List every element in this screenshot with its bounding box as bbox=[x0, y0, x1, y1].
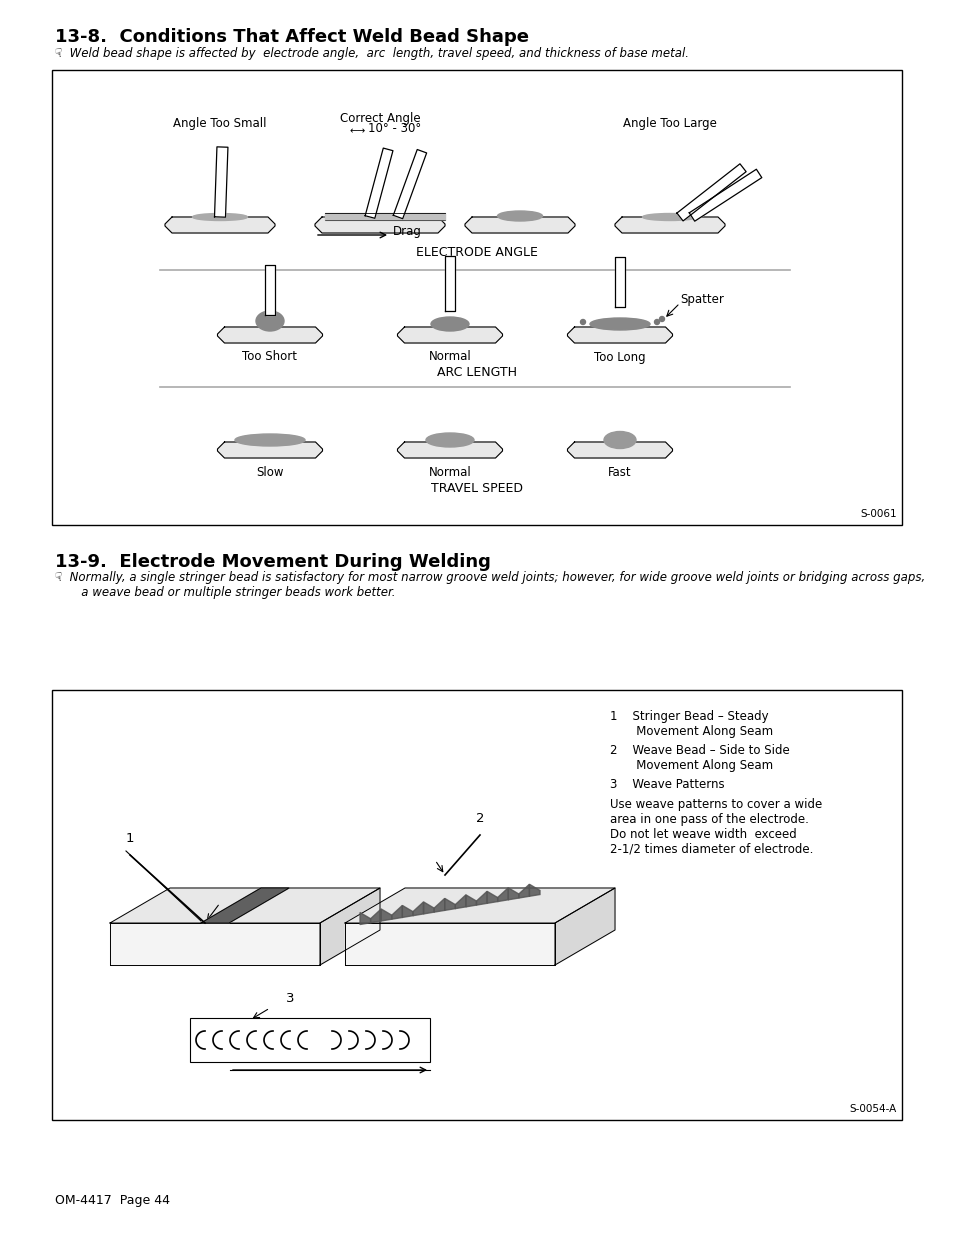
Text: Normal: Normal bbox=[428, 466, 471, 478]
Polygon shape bbox=[214, 147, 228, 217]
Text: Movement Along Seam: Movement Along Seam bbox=[609, 760, 772, 772]
Bar bbox=[52, 690, 901, 1120]
Polygon shape bbox=[518, 884, 529, 898]
Text: ☟  Weld bead shape is affected by  electrode angle,  arc  length, travel speed, : ☟ Weld bead shape is affected by electro… bbox=[55, 47, 688, 61]
Text: 10° - 30°: 10° - 30° bbox=[368, 122, 421, 135]
Polygon shape bbox=[615, 217, 724, 233]
Ellipse shape bbox=[426, 433, 474, 447]
Text: ARC LENGTH: ARC LENGTH bbox=[436, 367, 517, 379]
Polygon shape bbox=[265, 266, 274, 315]
Polygon shape bbox=[359, 913, 370, 925]
Text: Angle Too Large: Angle Too Large bbox=[622, 117, 717, 130]
Polygon shape bbox=[508, 888, 518, 900]
Text: 1: 1 bbox=[126, 832, 134, 845]
Text: ←→: ←→ bbox=[350, 126, 366, 136]
Text: Correct Angle: Correct Angle bbox=[339, 112, 420, 125]
Ellipse shape bbox=[641, 214, 697, 221]
Polygon shape bbox=[110, 888, 379, 923]
Polygon shape bbox=[393, 149, 426, 219]
Circle shape bbox=[659, 316, 664, 321]
Polygon shape bbox=[413, 902, 423, 915]
Text: Use weave patterns to cover a wide
area in one pass of the electrode.
Do not let: Use weave patterns to cover a wide area … bbox=[609, 798, 821, 856]
Polygon shape bbox=[476, 892, 487, 905]
Circle shape bbox=[654, 320, 659, 325]
Polygon shape bbox=[397, 327, 502, 343]
Text: ELECTRODE ANGLE: ELECTRODE ANGLE bbox=[416, 247, 537, 259]
Polygon shape bbox=[345, 888, 615, 923]
Text: 2    Weave Bead – Side to Side: 2 Weave Bead – Side to Side bbox=[609, 743, 789, 757]
Text: 2: 2 bbox=[476, 811, 484, 825]
Text: S-0061: S-0061 bbox=[860, 509, 896, 519]
Text: OM-4417  Page 44: OM-4417 Page 44 bbox=[55, 1194, 170, 1207]
Polygon shape bbox=[555, 888, 615, 965]
Text: TRAVEL SPEED: TRAVEL SPEED bbox=[431, 482, 522, 494]
Text: Fast: Fast bbox=[608, 466, 631, 478]
Text: 13-8.  Conditions That Affect Weld Bead Shape: 13-8. Conditions That Affect Weld Bead S… bbox=[55, 28, 529, 46]
Ellipse shape bbox=[431, 317, 469, 331]
Ellipse shape bbox=[193, 214, 247, 221]
Text: 13-9.  Electrode Movement During Welding: 13-9. Electrode Movement During Welding bbox=[55, 553, 491, 571]
Polygon shape bbox=[365, 148, 393, 219]
Polygon shape bbox=[370, 909, 381, 923]
Polygon shape bbox=[392, 905, 402, 919]
Polygon shape bbox=[397, 442, 502, 458]
Polygon shape bbox=[487, 892, 497, 903]
Bar bbox=[52, 70, 901, 525]
Circle shape bbox=[579, 320, 585, 325]
Text: Angle Too Small: Angle Too Small bbox=[173, 117, 267, 130]
Text: Too Short: Too Short bbox=[242, 351, 297, 363]
Polygon shape bbox=[217, 442, 322, 458]
Text: Normal: Normal bbox=[428, 351, 471, 363]
Polygon shape bbox=[423, 902, 434, 914]
Text: 3    Weave Patterns: 3 Weave Patterns bbox=[609, 778, 724, 790]
Ellipse shape bbox=[255, 311, 284, 331]
Polygon shape bbox=[402, 905, 413, 918]
Text: Spatter: Spatter bbox=[679, 294, 723, 306]
Polygon shape bbox=[444, 256, 455, 311]
Polygon shape bbox=[381, 909, 392, 921]
Polygon shape bbox=[497, 888, 508, 902]
Ellipse shape bbox=[589, 317, 649, 330]
Polygon shape bbox=[217, 327, 322, 343]
Polygon shape bbox=[677, 164, 745, 221]
Polygon shape bbox=[110, 923, 319, 965]
Polygon shape bbox=[689, 169, 761, 221]
Text: S-0054-A: S-0054-A bbox=[849, 1104, 896, 1114]
Text: 1    Stringer Bead – Steady: 1 Stringer Bead – Steady bbox=[609, 710, 768, 722]
Polygon shape bbox=[444, 898, 455, 910]
Polygon shape bbox=[464, 217, 575, 233]
Polygon shape bbox=[319, 888, 379, 965]
Ellipse shape bbox=[603, 431, 636, 448]
Polygon shape bbox=[434, 898, 444, 913]
Text: Slow: Slow bbox=[256, 466, 283, 478]
Text: Drag: Drag bbox=[393, 225, 421, 237]
Polygon shape bbox=[165, 217, 274, 233]
Text: 3: 3 bbox=[286, 992, 294, 1005]
Polygon shape bbox=[201, 888, 289, 923]
Polygon shape bbox=[615, 257, 624, 308]
Ellipse shape bbox=[234, 433, 305, 446]
Ellipse shape bbox=[497, 211, 542, 221]
Polygon shape bbox=[465, 895, 476, 906]
Polygon shape bbox=[567, 327, 672, 343]
Polygon shape bbox=[345, 923, 555, 965]
Text: Movement Along Seam: Movement Along Seam bbox=[609, 725, 772, 739]
Polygon shape bbox=[314, 217, 444, 233]
Polygon shape bbox=[529, 884, 539, 897]
Text: ☟  Normally, a single stringer bead is satisfactory for most narrow groove weld : ☟ Normally, a single stringer bead is sa… bbox=[55, 571, 924, 599]
Bar bbox=[190, 1018, 430, 1062]
Polygon shape bbox=[455, 895, 465, 909]
Text: Too Long: Too Long bbox=[594, 351, 645, 363]
Polygon shape bbox=[567, 442, 672, 458]
